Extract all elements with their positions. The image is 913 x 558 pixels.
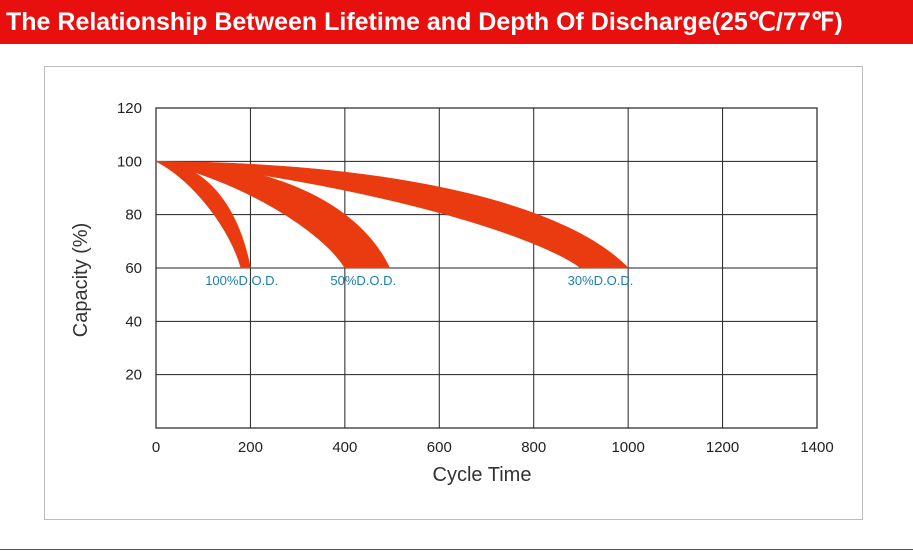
tick-labels: 0 200 400 600 800 1000 1200 1400 20 40 60 80 100 120	[117, 100, 834, 456]
y-tick-label: 120	[117, 100, 142, 117]
grid	[155, 107, 818, 429]
chart-frame	[44, 66, 863, 520]
x-tick-label: 1200	[706, 439, 739, 456]
x-tick-label: 1400	[800, 439, 833, 456]
x-tick-label: 1000	[611, 439, 644, 456]
y-tick-label: 40	[125, 313, 142, 330]
bottom-divider	[0, 549, 913, 550]
series-band	[155, 161, 251, 269]
series-label: 100%D.O.D.	[205, 273, 278, 288]
x-tick-label: 800	[521, 439, 546, 456]
x-tick-label: 200	[238, 439, 263, 456]
series-labels: 100%D.O.D. 50%D.O.D. 30%D.O.D.	[205, 273, 633, 288]
x-axis-label: Cycle Time	[433, 464, 532, 486]
y-tick-label: 60	[125, 260, 142, 277]
series-band	[155, 161, 391, 269]
series-label: 30%D.O.D.	[568, 273, 634, 288]
y-tick-label: 100	[117, 153, 142, 170]
chart-title: The Relationship Between Lifetime and De…	[0, 0, 913, 44]
x-tick-label: 400	[332, 439, 357, 456]
y-tick-label: 20	[125, 367, 142, 384]
series-label: 50%D.O.D.	[330, 273, 396, 288]
x-tick-label: 600	[427, 439, 452, 456]
series-bands	[155, 161, 629, 269]
x-tick-label: 0	[152, 439, 160, 456]
y-tick-label: 80	[125, 207, 142, 224]
y-axis-label: Capacity (%)	[70, 223, 92, 337]
series-band	[155, 161, 629, 269]
